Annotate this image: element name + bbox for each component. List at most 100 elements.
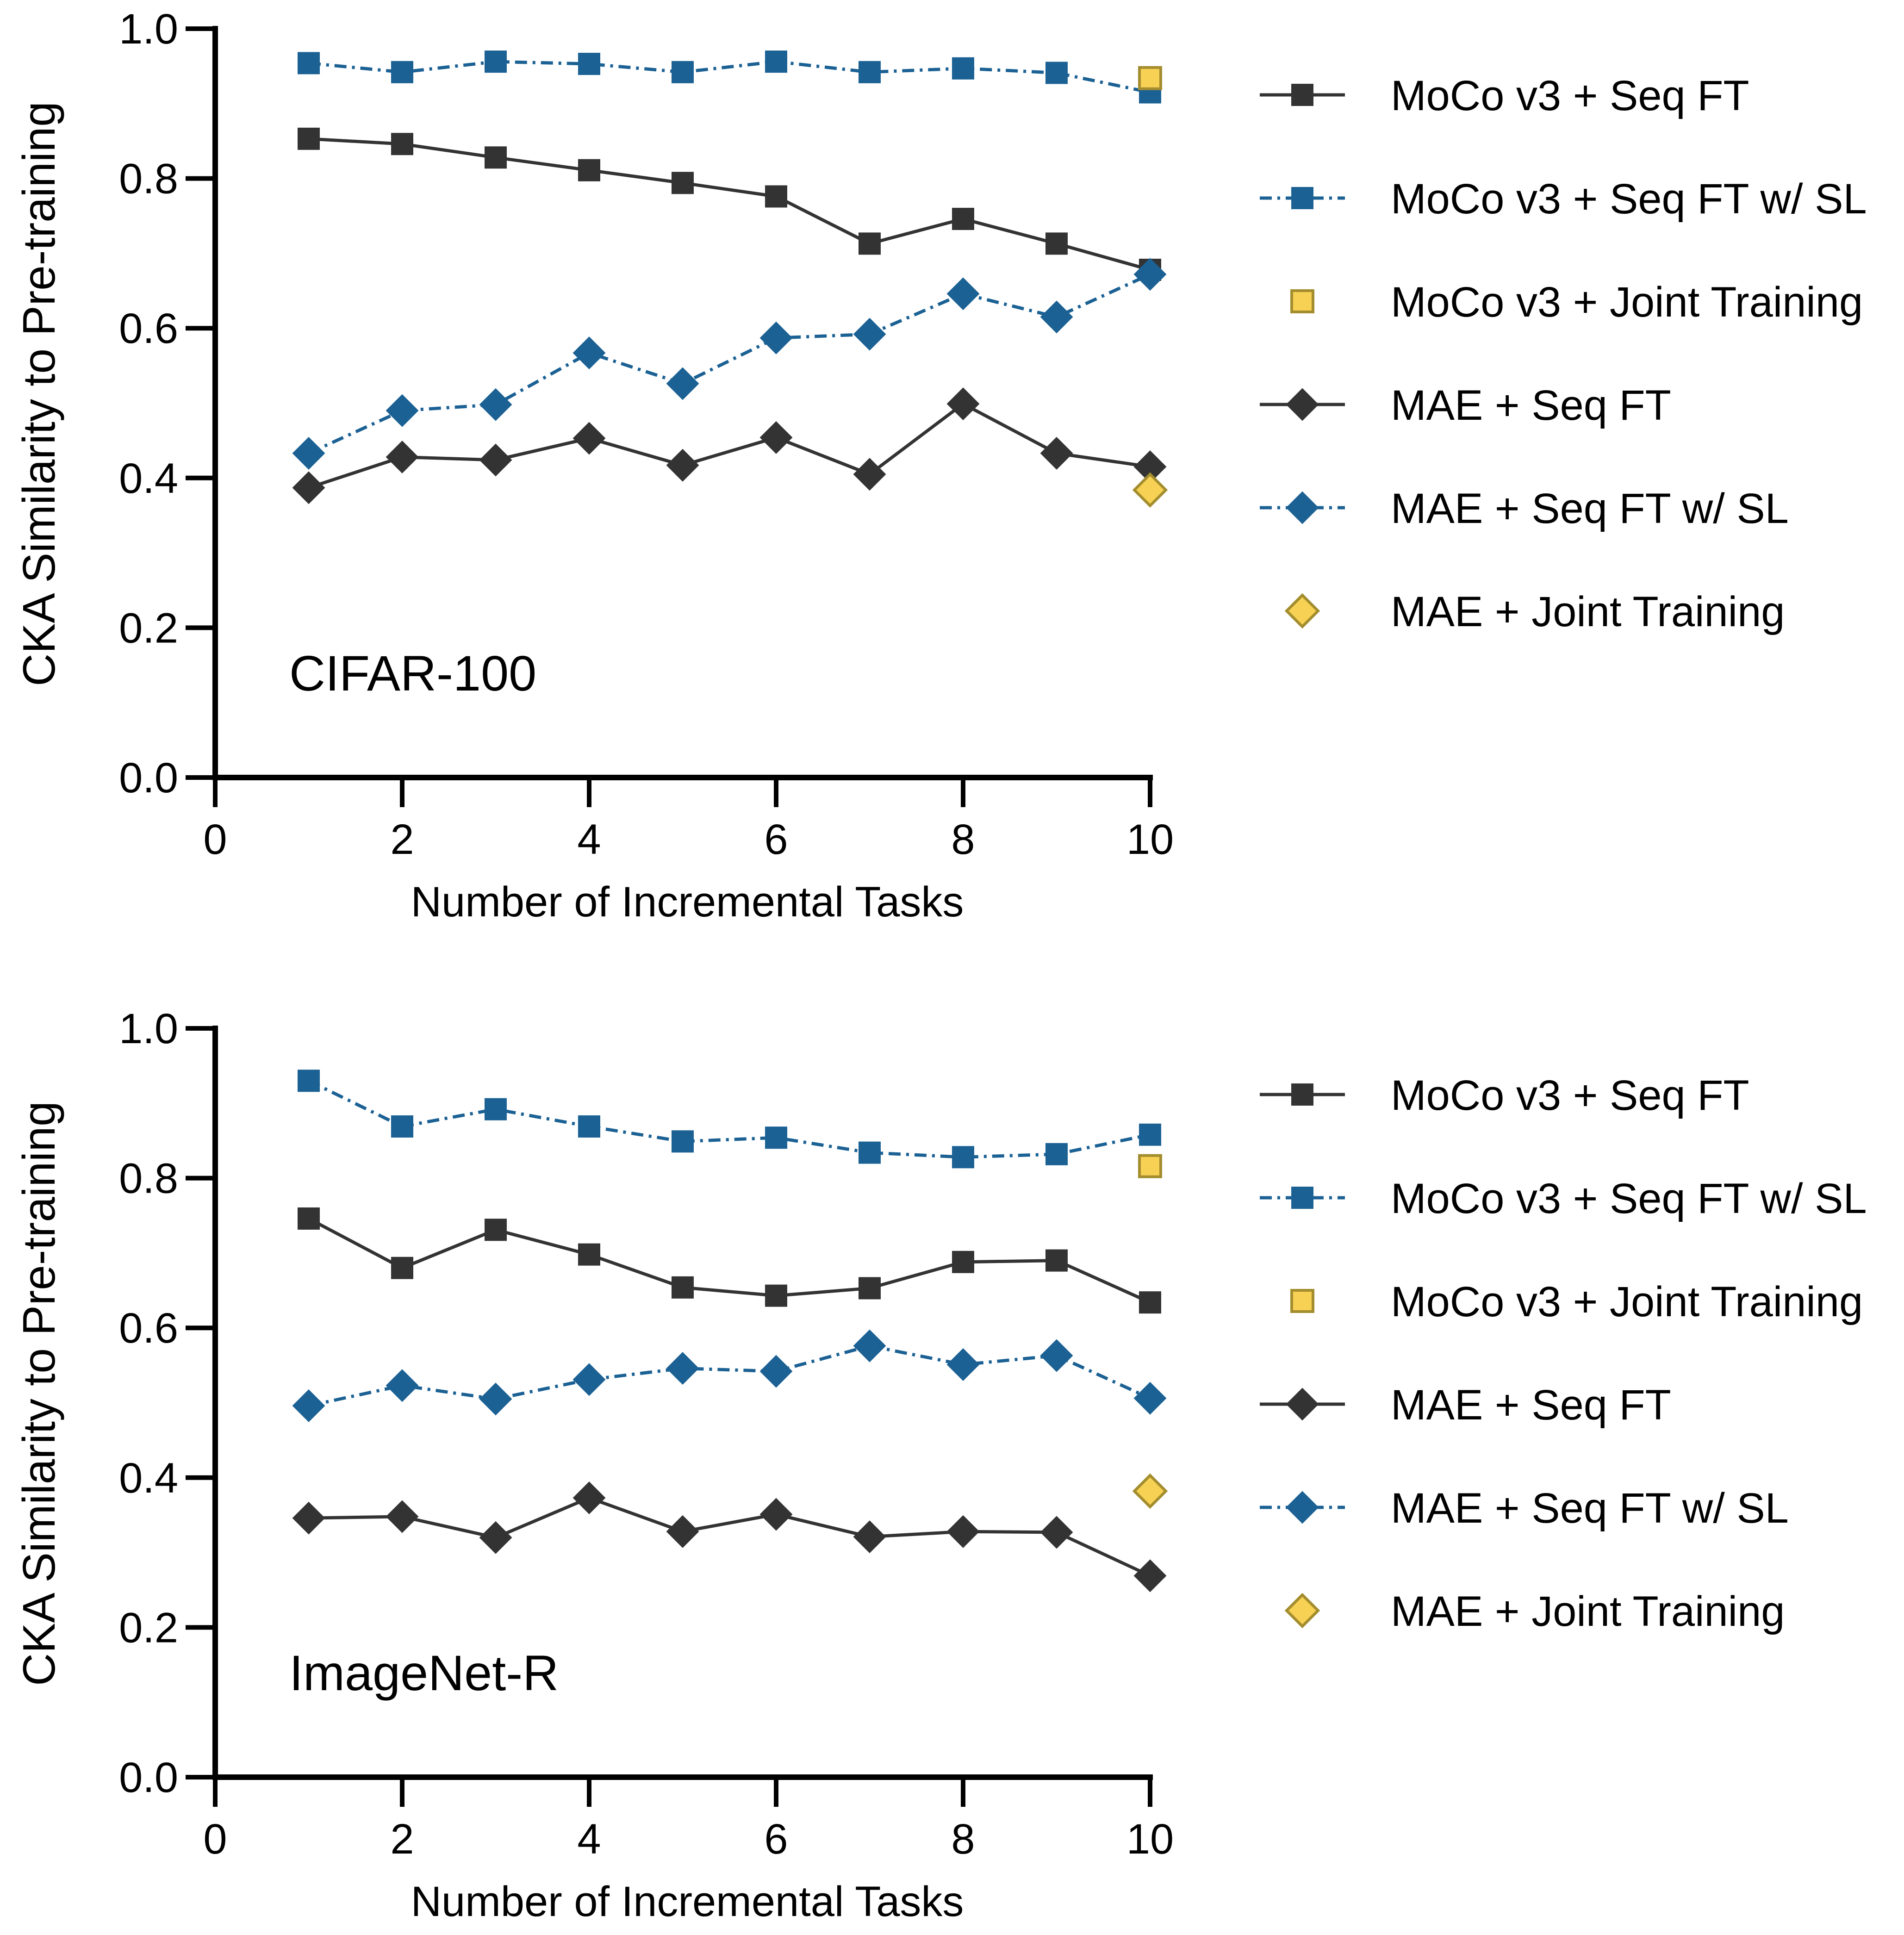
x-tick-label: 10 (1126, 816, 1174, 863)
dataset-annotation: CIFAR-100 (289, 645, 536, 701)
data-point-moco_seq_sl (1045, 1143, 1068, 1165)
chart-panel-2: 0.0 0.2 0.4 0.6 0.8 1.0 0 2 4 6 8 10 Number of Incre… (13, 1005, 1867, 1925)
series-mae_seq (292, 1481, 1167, 1593)
legend-marker-moco_joint (1290, 1289, 1314, 1313)
data-point-mae_seq_sl (479, 388, 512, 421)
series-moco_seq (298, 1207, 1161, 1314)
data-point-mae_seq_sl (946, 1348, 980, 1381)
y-tick-label: 0.4 (119, 1455, 178, 1502)
data-point-moco_seq_sl (672, 61, 694, 83)
legend-item-mae_seq: MAE + Seq FT (1260, 1381, 1671, 1429)
data-point-moco_seq (859, 232, 881, 255)
data-point-moco_seq_sl (298, 52, 320, 75)
data-point-mae_seq (759, 421, 793, 454)
x-tick-label: 2 (390, 816, 414, 863)
series-moco_seq (298, 127, 1161, 281)
legend-label: MoCo v3 + Seq FT (1391, 1072, 1749, 1119)
chart-panel-1: 0.0 0.2 0.4 0.6 0.8 1.0 0 2 4 6 8 10 Number of Incre… (13, 6, 1867, 926)
data-point-mae_seq (479, 443, 512, 477)
data-point-mae_seq_sl (292, 1389, 325, 1422)
legend-marker-moco_seq (1291, 84, 1313, 106)
data-point-mae_seq (292, 471, 325, 504)
data-point-moco_seq_sl (859, 61, 881, 83)
y-tick-label: 1.0 (119, 1005, 178, 1052)
data-point-moco_seq_sl (391, 61, 413, 83)
data-point-mae_seq (292, 1501, 325, 1535)
data-point-moco_seq (672, 172, 694, 194)
data-point-mae_seq (386, 1500, 419, 1533)
data-point-mae_seq (572, 1481, 606, 1514)
y-tick-label: 0.2 (119, 604, 178, 652)
data-point-mae_seq (1040, 436, 1073, 470)
y-tick-label: 0.4 (119, 455, 178, 502)
legend-item-mae_seq_sl: MAE + Seq FT w/ SL (1260, 1485, 1789, 1532)
legend-label: MAE + Joint Training (1391, 588, 1785, 635)
series-line-mae_seq_sl (308, 273, 1151, 455)
data-point-mae_seq (666, 448, 699, 482)
legend-marker-moco_seq (1291, 1083, 1313, 1106)
data-point-mae_seq_sl (666, 1352, 699, 1385)
x-tick-label: 6 (764, 816, 788, 863)
series-mae_seq_sl (292, 258, 1167, 470)
legend-marker-mae_joint (1284, 593, 1320, 629)
data-point-moco_seq (298, 1207, 320, 1230)
series-line-moco_seq_sl (308, 60, 1151, 94)
y-tick-label: 0.2 (119, 1604, 178, 1651)
legend-label: MAE + Seq FT w/ SL (1391, 485, 1789, 532)
data-point-mae_seq (572, 422, 606, 455)
series-moco_seq_sl (298, 50, 1161, 104)
data-point-mae_seq (853, 458, 886, 491)
x-axis-label: Number of Incremental Tasks (411, 1878, 964, 1925)
data-point-mae_seq_sl (853, 317, 886, 351)
series-mae_joint (1132, 472, 1168, 508)
legend-item-moco_seq: MoCo v3 + Seq FT (1260, 1072, 1749, 1119)
data-point-moco_seq (672, 1276, 694, 1299)
legend: MoCo v3 + Seq FT MoCo v3 + Seq FT w/ SL Mo… (1260, 72, 1867, 635)
y-tick-label: 0.0 (119, 1754, 178, 1801)
legend-label: MAE + Seq FT w/ SL (1391, 1485, 1789, 1532)
data-point-mae_seq_sl (1133, 258, 1167, 291)
data-point-moco_seq (1139, 1291, 1161, 1314)
data-point-mae_seq (946, 1515, 980, 1548)
legend-item-moco_joint: MoCo v3 + Joint Training (1290, 279, 1863, 326)
series-line-moco_seq (308, 1217, 1151, 1304)
legend-item-moco_seq_sl: MoCo v3 + Seq FT w/ SL (1260, 175, 1867, 223)
x-tick-label: 0 (203, 1816, 227, 1863)
series-line-mae_seq (308, 402, 1151, 490)
y-tick-label: 0.0 (119, 754, 178, 802)
legend-marker-moco_joint (1290, 289, 1314, 313)
data-point-moco_seq (1045, 1249, 1068, 1272)
data-point-moco_seq (391, 1257, 413, 1279)
y-axis-label: CKA Similarity to Pre-training (13, 101, 64, 686)
data-point-mae_seq_sl (1040, 300, 1073, 334)
data-point-mae_seq_sl (572, 336, 606, 370)
series-line-moco_seq_sl (308, 1079, 1151, 1159)
data-point-moco_seq (298, 127, 320, 150)
data-point-moco_seq_sl (952, 57, 974, 80)
data-point-mae_seq (666, 1515, 699, 1548)
x-tick-label: 8 (951, 816, 975, 863)
data-point-moco_seq_sl (672, 1130, 694, 1153)
x-tick-label: 4 (577, 1816, 601, 1863)
x-tick-label: 4 (577, 816, 601, 863)
data-point-moco_seq_sl (765, 1126, 787, 1149)
data-point-moco_seq (578, 159, 600, 181)
series-mae_joint (1132, 1473, 1168, 1509)
legend-item-moco_seq: MoCo v3 + Seq FT (1260, 72, 1749, 119)
data-point-moco_seq_sl (298, 1070, 320, 1092)
legend-item-mae_seq: MAE + Seq FT (1260, 382, 1671, 429)
data-point-mae_seq (1040, 1516, 1073, 1549)
data-point-moco_seq (578, 1243, 600, 1266)
legend-label: MoCo v3 + Joint Training (1391, 279, 1863, 326)
data-point-mae_seq (1133, 1559, 1167, 1593)
data-point-moco_seq (765, 185, 787, 208)
data-point-moco_seq_sl (1139, 1123, 1161, 1146)
legend-label: MoCo v3 + Joint Training (1391, 1278, 1863, 1325)
data-point-mae_seq_sl (759, 321, 793, 355)
x-tick-label: 8 (951, 1816, 975, 1863)
data-point-mae_seq_sl (1040, 1339, 1073, 1372)
series-mae_seq (292, 387, 1167, 504)
data-point-moco_seq_sl (1045, 62, 1068, 84)
data-point-mae_seq_sl (479, 1382, 512, 1416)
